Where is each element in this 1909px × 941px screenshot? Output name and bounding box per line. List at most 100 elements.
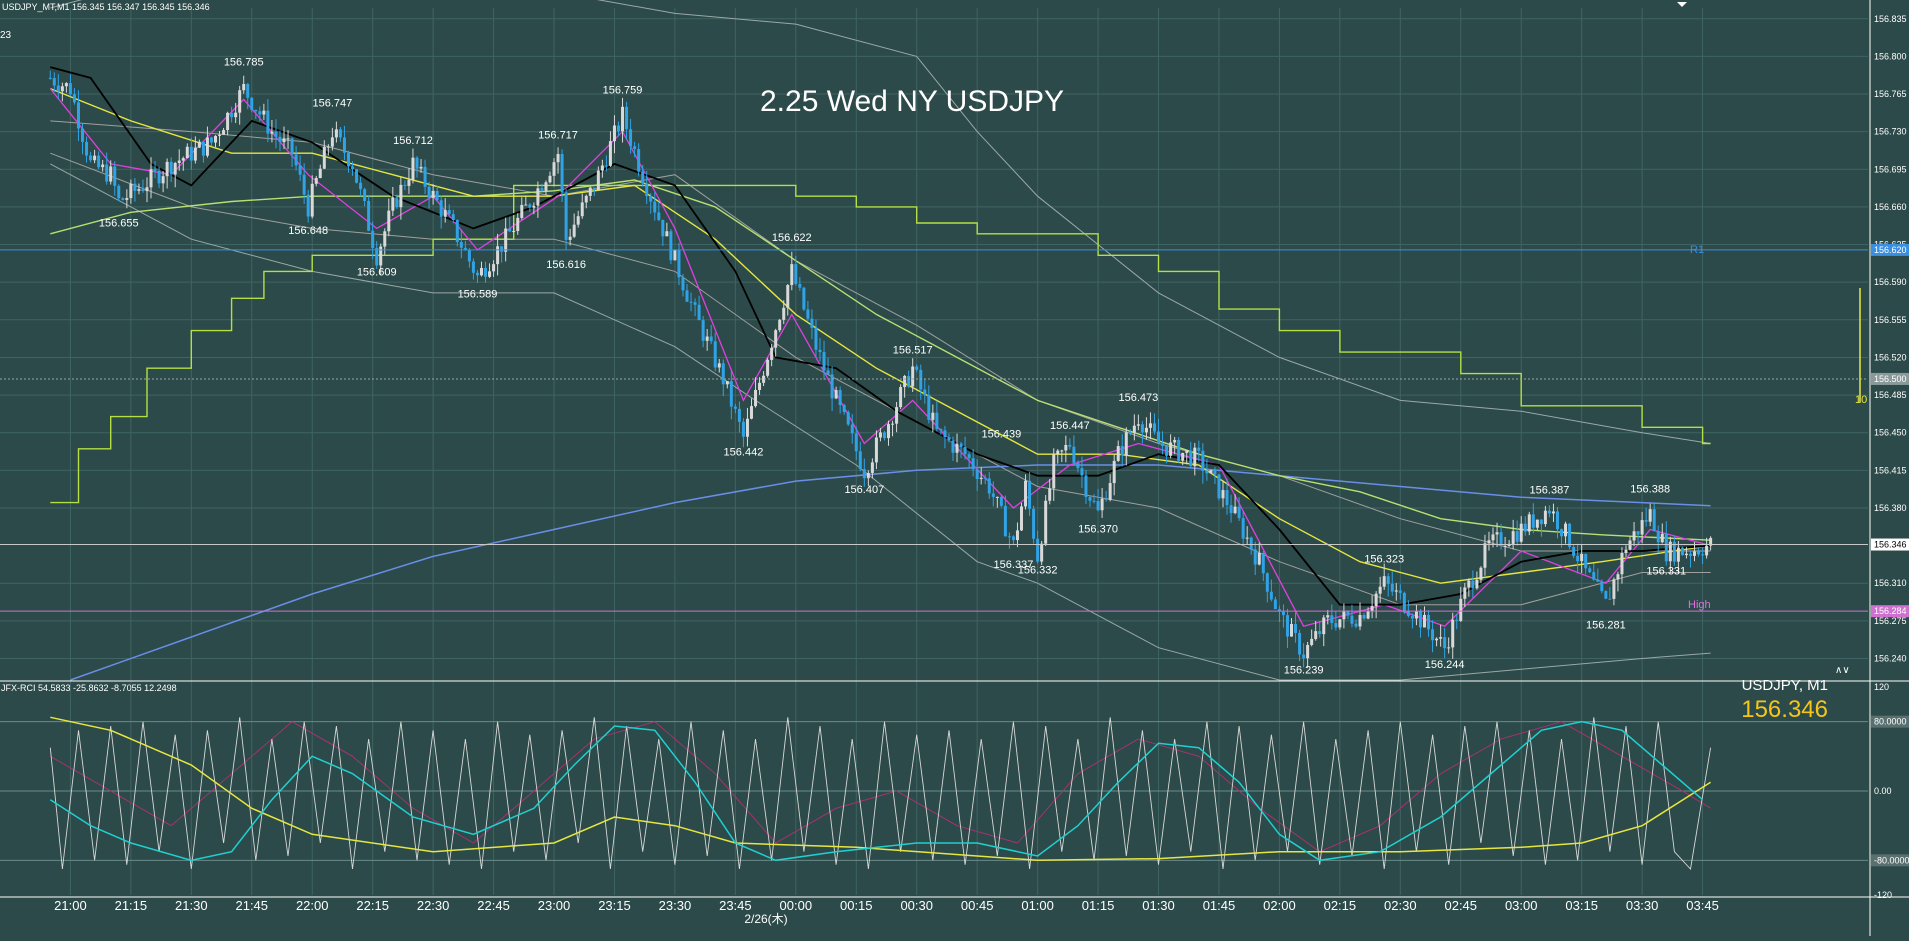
- candle: [165, 158, 169, 189]
- candle-body: [516, 217, 520, 231]
- candle: [633, 141, 637, 158]
- candle-body: [185, 146, 189, 159]
- candle: [1318, 620, 1322, 638]
- candle-body: [713, 341, 717, 368]
- candle: [814, 319, 818, 358]
- candle-body: [1161, 443, 1165, 446]
- symbol-label: USDJPY, M1: [1742, 677, 1828, 694]
- candle-body: [1467, 580, 1471, 588]
- candle-body: [1475, 579, 1479, 589]
- candle-body: [266, 110, 270, 134]
- candle: [685, 283, 689, 303]
- x-tick-label: 22:30: [417, 898, 450, 913]
- candle-body: [1664, 533, 1668, 562]
- candle: [1596, 568, 1600, 582]
- candle-body: [1479, 567, 1483, 580]
- price-annotation: 156.609: [357, 267, 397, 279]
- price-annotation: 156.332: [1018, 565, 1058, 577]
- candle: [564, 189, 568, 251]
- candle-body: [1390, 583, 1394, 592]
- candle-body: [209, 137, 213, 143]
- candle-body: [1632, 531, 1636, 541]
- x-tick-label: 01:45: [1203, 898, 1236, 913]
- candle-body: [1302, 654, 1306, 659]
- candle: [1213, 467, 1217, 485]
- candle: [298, 155, 302, 182]
- candle-body: [342, 137, 346, 153]
- candle-body: [612, 125, 616, 142]
- candle: [1011, 535, 1015, 545]
- candle-body: [1427, 614, 1431, 630]
- candle-body: [1044, 500, 1048, 544]
- candle-body: [314, 178, 318, 184]
- candle: [858, 441, 862, 472]
- candle-body: [588, 187, 592, 196]
- candle-body: [834, 390, 838, 399]
- candle: [113, 161, 117, 196]
- candle: [250, 96, 254, 113]
- candle-body: [173, 163, 177, 175]
- candle-body: [330, 137, 334, 147]
- candle: [1572, 544, 1576, 559]
- indicator-overlays: [49, 0, 1711, 681]
- candle: [314, 175, 318, 187]
- candle-body: [766, 359, 770, 376]
- candle-body: [1435, 638, 1439, 641]
- candle: [596, 166, 600, 191]
- candle-body: [838, 390, 842, 406]
- candle-body: [1072, 446, 1076, 463]
- candle-body: [701, 320, 705, 341]
- candle: [1531, 503, 1535, 534]
- candle: [1144, 417, 1148, 440]
- candle: [878, 427, 882, 442]
- candle-body: [149, 169, 153, 188]
- candle-body: [1112, 460, 1116, 484]
- price-tag-bg: [1871, 605, 1909, 618]
- candle: [137, 183, 141, 195]
- candle-body: [1592, 572, 1596, 580]
- candle-body: [1285, 615, 1289, 637]
- candle: [1386, 573, 1390, 597]
- candle: [242, 75, 246, 94]
- candle: [512, 223, 516, 233]
- candle-body: [226, 112, 230, 131]
- candle-body: [205, 137, 209, 156]
- x-tick-label: 01:30: [1142, 898, 1175, 913]
- rci-series-white: [49, 717, 1712, 870]
- candle: [1346, 610, 1350, 620]
- candle-body: [927, 394, 931, 420]
- candle-body: [778, 319, 782, 331]
- candle-body: [427, 186, 431, 198]
- candle: [1261, 550, 1265, 581]
- candle: [1092, 494, 1096, 504]
- candle-body: [1056, 450, 1060, 455]
- candle: [181, 156, 185, 171]
- candle: [351, 161, 355, 176]
- candle: [1527, 511, 1531, 536]
- x-tick-label: 21:00: [54, 898, 87, 913]
- candle: [999, 494, 1003, 508]
- candle: [193, 136, 197, 164]
- candle: [991, 481, 995, 507]
- candle: [770, 344, 774, 367]
- price-annotation: 156.447: [1050, 420, 1090, 432]
- candle-body: [1052, 454, 1056, 489]
- candle: [153, 160, 157, 179]
- candle-body: [1140, 424, 1144, 433]
- candle: [391, 186, 395, 217]
- candle-body: [488, 271, 492, 277]
- candle: [1181, 452, 1185, 466]
- candle-body: [278, 136, 282, 143]
- candle: [262, 103, 266, 120]
- candle-body: [435, 190, 439, 201]
- candle-body: [782, 307, 786, 320]
- candle-body: [484, 267, 488, 277]
- candle-body: [355, 169, 359, 183]
- ma-black-line: [50, 66, 1711, 606]
- scroll-marker-icon[interactable]: [1677, 2, 1687, 7]
- x-tick-label: 03:15: [1565, 898, 1598, 913]
- candle-body: [1394, 590, 1398, 592]
- candle: [1028, 471, 1032, 516]
